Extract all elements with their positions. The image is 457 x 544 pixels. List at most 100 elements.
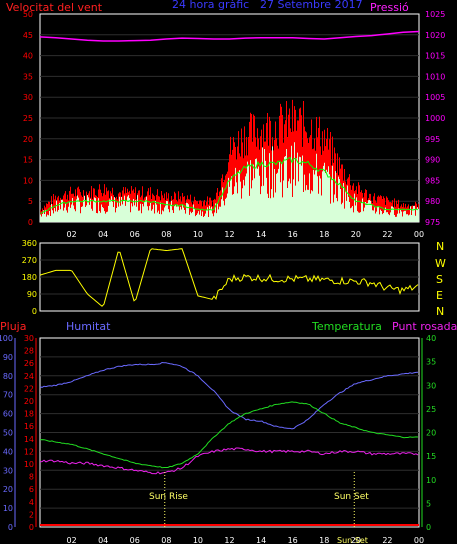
hour-tick: 10 — [193, 536, 203, 544]
sunrise-label: Sun Rise — [149, 492, 188, 502]
temperature-tick: 30 — [426, 381, 436, 390]
humidity-tick: 50 — [3, 429, 13, 438]
rain-tick: 24 — [24, 372, 34, 381]
direction-tick: 180 — [22, 273, 37, 282]
direction-tick: 90 — [27, 290, 37, 299]
temperature-tick: 25 — [426, 405, 436, 414]
sunset-axis-label: Sun Set — [337, 536, 368, 544]
compass-n-bottom: N — [436, 305, 444, 318]
hour-tick: 02 — [66, 536, 76, 544]
compass-s: S — [436, 273, 443, 286]
hour-tick: 16 — [288, 536, 298, 544]
hour-tick: 20 — [351, 230, 361, 239]
wind-speed-tick: 45 — [23, 31, 33, 40]
hour-tick: 10 — [193, 230, 203, 239]
pressure-tick: 1020 — [425, 31, 445, 40]
humidity-tick: 100 — [0, 334, 13, 343]
direction-tick: 0 — [32, 307, 37, 316]
sunset-label: Sun Set — [334, 492, 369, 502]
rain-tick: 2 — [29, 510, 34, 519]
wind-speed-tick: 35 — [23, 72, 33, 81]
compass-w: W — [435, 257, 446, 270]
wind-speed-tick: 25 — [23, 114, 33, 123]
rain-tick: 16 — [24, 422, 34, 431]
chart-date: 27 Setembre 2017 — [260, 0, 363, 11]
humidity-tick: 70 — [3, 391, 13, 400]
temperature-line — [39, 401, 419, 469]
pressure-tick: 980 — [425, 197, 440, 206]
humidity-label: Humitat — [66, 320, 111, 333]
rain-tick: 10 — [24, 460, 34, 469]
humidity-tick: 20 — [3, 485, 13, 494]
humidity-tick: 80 — [3, 372, 13, 381]
temperature-label: Temperatura — [311, 320, 382, 333]
wind-speed-tick: 30 — [23, 93, 33, 102]
dewpoint-line — [39, 447, 419, 475]
rain-tick: 20 — [24, 397, 34, 406]
rain-label: Pluja — [0, 320, 26, 333]
rain-tick: 6 — [29, 485, 34, 494]
hour-tick: 12 — [224, 536, 234, 544]
hour-tick: 12 — [224, 230, 234, 239]
direction-tick: 270 — [22, 256, 37, 265]
hour-tick: 04 — [98, 536, 108, 544]
rain-tick: 0 — [29, 523, 34, 532]
wind-speed-tick: 5 — [28, 197, 33, 206]
humidity-tick: 0 — [8, 523, 13, 532]
rain-tick: 12 — [24, 447, 34, 456]
wind-speed-tick: 40 — [23, 52, 33, 61]
tick-labels: 0510152025303540455097598098599099510001… — [0, 10, 445, 544]
hour-tick: 18 — [319, 536, 329, 544]
rain-tick: 22 — [24, 384, 34, 393]
wind-speed-tick: 50 — [23, 10, 33, 19]
pressure-tick: 1005 — [425, 93, 445, 102]
hour-tick: 00 — [414, 536, 424, 544]
rain-tick: 26 — [24, 359, 34, 368]
hour-tick: 04 — [98, 230, 108, 239]
wind-direction-line — [39, 248, 419, 307]
hour-tick: 06 — [130, 536, 140, 544]
temperature-tick: 5 — [426, 499, 431, 508]
pressure-tick: 1010 — [425, 72, 445, 81]
pressure-label: Pressió — [370, 1, 409, 14]
pressure-tick: 1015 — [425, 52, 445, 61]
chart-title: 24 hora gràfic — [172, 0, 249, 11]
hour-tick: 14 — [256, 536, 266, 544]
humidity-tick: 10 — [3, 504, 13, 513]
rain-tick: 14 — [24, 435, 34, 444]
direction-tick: 360 — [22, 239, 37, 248]
rain-tick: 30 — [24, 334, 34, 343]
humidity-tick: 90 — [3, 353, 13, 362]
hour-tick: 20 — [351, 536, 361, 544]
wind-speed-tick: 10 — [23, 176, 33, 185]
hour-tick: 14 — [256, 230, 266, 239]
rain-tick: 28 — [24, 347, 34, 356]
humidity-tick: 40 — [3, 447, 13, 456]
pressure-tick: 975 — [425, 218, 440, 227]
rain-tick: 4 — [29, 498, 34, 507]
temperature-tick: 15 — [426, 452, 436, 461]
dewpoint-label: Punt rosada — [392, 320, 457, 333]
compass-n-top: N — [436, 240, 444, 253]
pressure-tick: 995 — [425, 135, 440, 144]
humidity-tick: 60 — [3, 410, 13, 419]
temperature-tick: 0 — [426, 523, 431, 532]
compass-e: E — [436, 289, 443, 302]
hour-tick: 06 — [130, 230, 140, 239]
temperature-tick: 10 — [426, 476, 436, 485]
rain-tick: 18 — [24, 410, 34, 419]
wind-speed-tick: 0 — [28, 218, 33, 227]
data-series — [39, 30, 420, 527]
wind-speed-tick: 15 — [23, 156, 33, 165]
hour-tick: 18 — [319, 230, 329, 239]
hour-tick: 02 — [66, 230, 76, 239]
pressure-tick: 1000 — [425, 114, 445, 123]
hour-tick: 08 — [161, 536, 171, 544]
temperature-tick: 40 — [426, 334, 436, 343]
pressure-tick: 990 — [425, 156, 440, 165]
humidity-line — [39, 361, 419, 430]
average-wind-line — [39, 156, 419, 214]
pressure-tick: 1025 — [425, 10, 445, 19]
hour-tick: 08 — [161, 230, 171, 239]
